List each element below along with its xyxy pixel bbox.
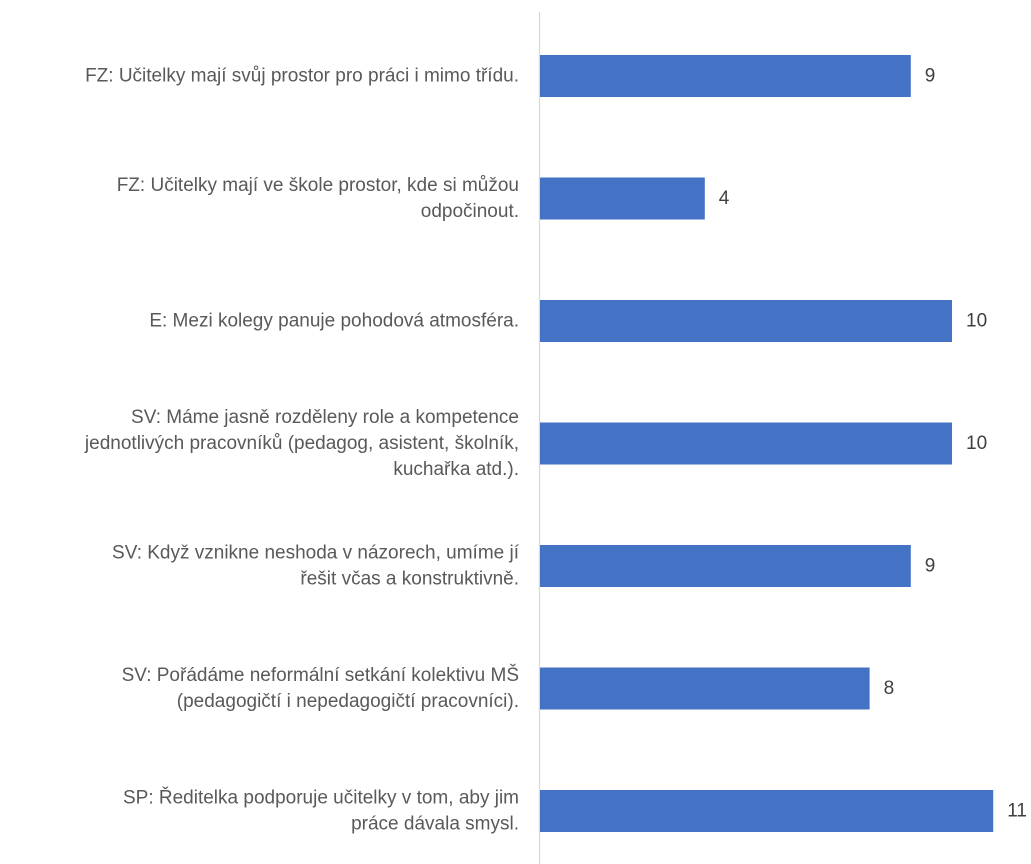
category-label-7: SP: Ředitelka podporuje učitelky v tom, …	[123, 787, 519, 835]
category-label-line: E: Mezi kolegy panuje pohodová atmosféra…	[149, 311, 519, 332]
data-label-1: 9	[925, 66, 936, 87]
category-label-1: FZ: Učitelky mají svůj prostor pro práci…	[85, 66, 519, 87]
category-label-4: SV: Máme jasně rozděleny role a kompeten…	[84, 407, 519, 480]
data-label-7: 11	[1007, 801, 1027, 822]
category-label-line: SV: Když vznikne neshoda v názorech, umí…	[112, 543, 520, 564]
category-label-line: řešit včas a konstruktivně.	[300, 569, 519, 590]
category-label-6: SV: Pořádáme neformální setkání kolektiv…	[122, 664, 519, 712]
category-label-line: SV: Máme jasně rozděleny role a kompeten…	[131, 407, 519, 428]
category-label-line: FZ: Učitelky mají ve škole prostor, kde …	[117, 175, 519, 196]
bar-4	[540, 422, 952, 465]
data-label-5: 9	[925, 556, 936, 577]
data-label-3: 10	[966, 311, 987, 332]
category-label-line: FZ: Učitelky mají svůj prostor pro práci…	[85, 66, 519, 87]
category-label-line: (pedagogičtí i nepedagogičtí pracovníci)…	[177, 691, 519, 712]
category-labels-group: FZ: Učitelky mají svůj prostor pro práci…	[84, 66, 520, 835]
bar-6	[540, 667, 870, 710]
bar-1	[540, 55, 911, 97]
bars-group	[540, 55, 994, 832]
category-label-line: SP: Ředitelka podporuje učitelky v tom, …	[123, 787, 519, 809]
category-label-2: FZ: Učitelky mají ve škole prostor, kde …	[117, 175, 519, 222]
data-label-6: 8	[884, 678, 895, 699]
category-label-5: SV: Když vznikne neshoda v názorech, umí…	[112, 543, 520, 590]
category-label-line: odpočinout.	[421, 201, 519, 222]
category-label-line: jednotlivých pracovníků (pedagog, asiste…	[84, 433, 519, 454]
bar-3	[540, 300, 952, 342]
data-label-2: 4	[719, 188, 730, 209]
category-label-line: SV: Pořádáme neformální setkání kolektiv…	[122, 664, 519, 686]
category-label-3: E: Mezi kolegy panuje pohodová atmosféra…	[149, 311, 519, 332]
bar-2	[540, 177, 705, 220]
bar-5	[540, 545, 911, 587]
bar-7	[540, 790, 994, 832]
category-label-line: práce dávala smysl.	[351, 814, 519, 835]
data-label-4: 10	[966, 433, 987, 454]
data-labels-group: 9 4 10 10 9 8 11	[719, 66, 1027, 822]
category-label-line: kuchařka atd.).	[393, 459, 519, 480]
